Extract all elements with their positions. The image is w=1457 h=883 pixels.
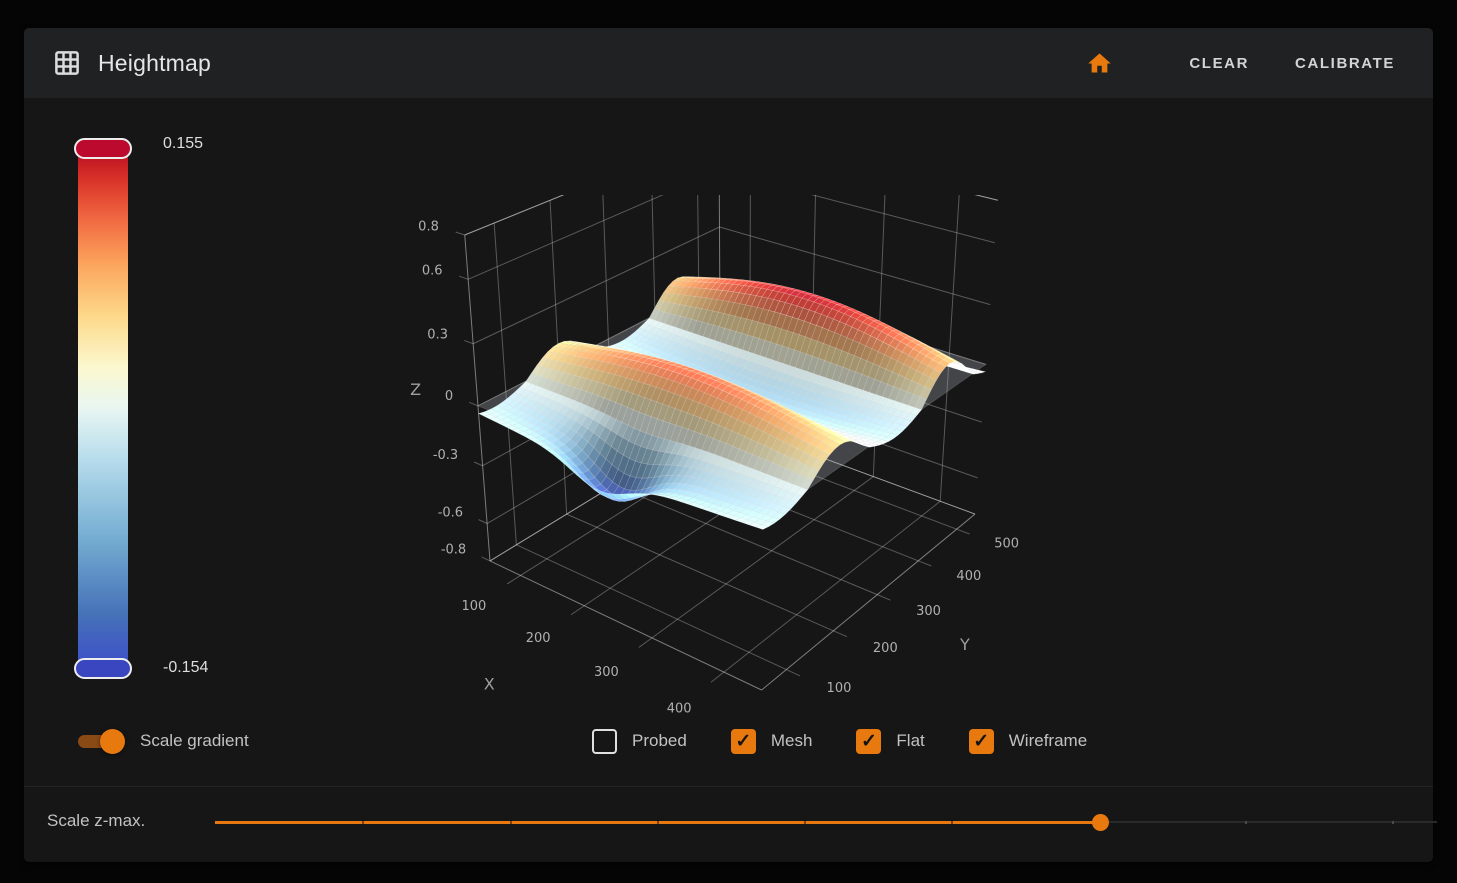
checkbox-wireframe[interactable]: ✓ Wireframe <box>968 728 1088 754</box>
checkbox-box: ✓ <box>968 728 994 754</box>
toggle-knob <box>100 729 125 754</box>
scale-gradient-label: Scale gradient <box>140 731 249 750</box>
slider-tick <box>1391 820 1394 824</box>
scale-zmax-label: Scale z-max. <box>47 811 146 830</box>
color-scale-min-cap <box>74 658 132 679</box>
checkbox-box: ✓ <box>730 728 756 754</box>
display-options-row: ✓ Probed ✓ Mesh ✓ Flat ✓ Wireframe <box>592 725 1087 757</box>
calibrate-button[interactable]: CALIBRATE <box>1285 47 1405 80</box>
grid-icon <box>52 48 82 78</box>
home-button[interactable] <box>1080 44 1119 83</box>
color-scale-max-label: 0.155 <box>163 135 204 152</box>
scale-gradient-row: Scale gradient <box>78 725 249 757</box>
clear-button[interactable]: CLEAR <box>1179 47 1259 80</box>
panel-title: Heightmap <box>98 49 212 76</box>
slider-fill <box>215 820 1100 824</box>
checkbox-flat[interactable]: ✓ Flat <box>856 728 925 754</box>
color-scale-max-cap <box>74 138 132 159</box>
slider-tick <box>950 820 953 824</box>
home-icon <box>1086 50 1113 77</box>
checkbox-label: Flat <box>896 731 925 750</box>
checkbox-box: ✓ <box>592 728 617 754</box>
slider-tick <box>657 820 660 824</box>
heightmap-3d-plot[interactable] <box>395 195 1045 715</box>
slider-tick <box>1245 820 1248 824</box>
slider-tick <box>509 820 512 824</box>
checkbox-probed[interactable]: ✓ Probed <box>592 728 687 754</box>
checkbox-label: Mesh <box>770 731 813 750</box>
panel-header: Heightmap CLEAR CALIBRATE <box>24 28 1433 98</box>
heightmap-panel: Heightmap CLEAR CALIBRATE 0.155 -0.154 S… <box>24 28 1437 862</box>
checkbox-label: Wireframe <box>1008 731 1088 750</box>
checkbox-label: Probed <box>632 731 687 750</box>
checkbox-box: ✓ <box>856 728 882 754</box>
scale-gradient-toggle[interactable] <box>78 725 126 757</box>
checkbox-mesh[interactable]: ✓ Mesh <box>730 728 813 754</box>
slider-tick <box>361 820 364 824</box>
scale-zmax-slider[interactable] <box>215 808 1437 836</box>
slider-tick <box>804 820 806 824</box>
section-divider <box>24 786 1433 787</box>
color-scale-bar <box>78 152 128 665</box>
slider-thumb[interactable] <box>1091 814 1109 831</box>
color-scale-min-label: -0.154 <box>163 659 209 676</box>
